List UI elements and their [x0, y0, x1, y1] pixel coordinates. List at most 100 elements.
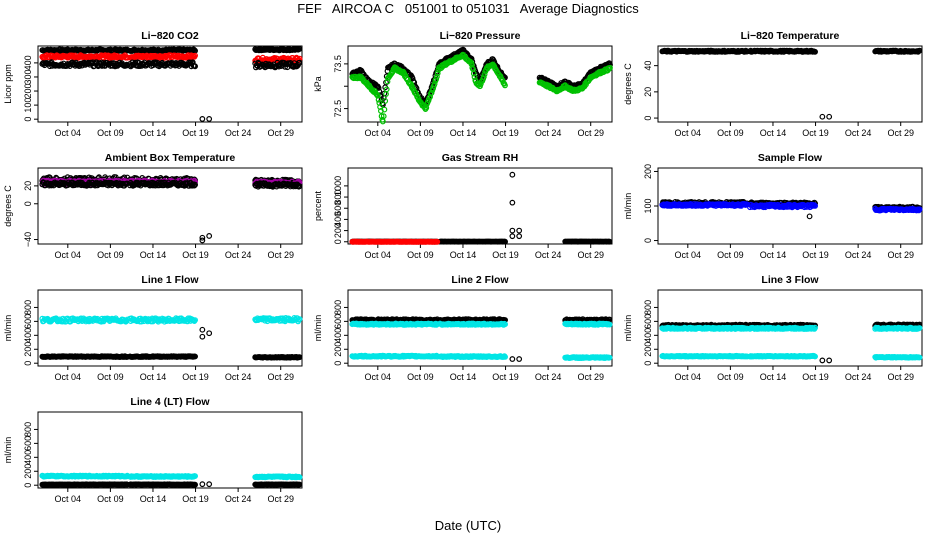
- y-tick-label: 200: [643, 164, 653, 179]
- data-series-rh-min: [349, 238, 441, 245]
- y-tick-label: 0: [643, 116, 653, 121]
- data-point: [423, 104, 430, 111]
- x-tick-label: Oct 19: [802, 250, 829, 260]
- x-tick-label: Oct 29: [577, 128, 604, 138]
- x-tick-label: Oct 04: [675, 372, 702, 382]
- data-point: [428, 90, 434, 97]
- chart-title: Gas Stream RH: [442, 152, 518, 164]
- x-tick-label: Oct 24: [225, 250, 252, 260]
- y-axis-label: ml/min: [623, 193, 633, 220]
- data-point: [375, 85, 382, 91]
- y-tick-label: 0: [643, 361, 653, 366]
- outlier-point: [206, 233, 213, 239]
- y-axis-label: ml/min: [623, 315, 633, 342]
- outlier-point: [199, 333, 206, 340]
- x-tick-label: Oct 09: [407, 128, 434, 138]
- x-tick-label: Oct 14: [760, 128, 787, 138]
- x-tick-label: Oct 29: [577, 250, 604, 260]
- x-tick-label: Oct 14: [450, 372, 477, 382]
- x-tick-label: Oct 29: [887, 250, 914, 260]
- data-series-temp: [659, 47, 923, 55]
- data-series-line1-low: [39, 353, 303, 361]
- x-tick-label: Oct 19: [182, 372, 209, 382]
- x-tick-label: Oct 24: [535, 250, 562, 260]
- data-point: [382, 98, 389, 104]
- y-tick-label: 400: [23, 328, 33, 343]
- data-series-line1: [39, 315, 303, 325]
- x-tick-label: Oct 29: [267, 128, 294, 138]
- y-tick-label: 600: [333, 314, 343, 329]
- x-tick-label: Oct 19: [182, 128, 209, 138]
- data-series-min: [39, 59, 303, 71]
- plot-frame: [347, 167, 613, 245]
- data-series-max: [39, 45, 303, 54]
- chart-title: Li−820 Temperature: [741, 30, 840, 42]
- chart-panel: Gas Stream RHpercent02004006008001000Oct…: [313, 152, 613, 260]
- outlier-point: [509, 356, 516, 362]
- outlier-point: [509, 199, 516, 206]
- data-series-line2-min: [349, 320, 613, 328]
- y-tick-label: 0: [23, 361, 33, 366]
- x-tick-label: Oct 14: [140, 372, 167, 382]
- y-axis-label: percent: [313, 190, 323, 221]
- outlier-point: [516, 227, 523, 234]
- data-point: [296, 59, 303, 66]
- x-tick-label: Oct 24: [535, 128, 562, 138]
- x-tick-label: Oct 14: [450, 250, 477, 260]
- y-tick-label: 20: [23, 181, 33, 191]
- x-tick-label: Oct 19: [182, 250, 209, 260]
- data-point: [431, 81, 438, 87]
- data-point: [414, 93, 421, 100]
- x-tick-label: Oct 19: [802, 372, 829, 382]
- data-series-min: [659, 200, 923, 214]
- x-tick-label: Oct 14: [760, 250, 787, 260]
- y-tick-label: 0: [643, 238, 653, 243]
- chart-title: Ambient Box Temperature: [105, 152, 236, 164]
- x-tick-label: Oct 14: [140, 250, 167, 260]
- y-tick-label: 800: [333, 300, 343, 315]
- outlier-point: [819, 113, 826, 120]
- y-tick-label: 100: [23, 98, 33, 113]
- data-point: [468, 61, 475, 68]
- y-tick-label: 100: [643, 198, 653, 213]
- data-point: [433, 76, 440, 83]
- y-tick-label: 200: [333, 342, 343, 357]
- y-axis-label: ml/min: [3, 315, 13, 342]
- data-point: [607, 64, 613, 71]
- data-series-min: [39, 179, 303, 190]
- y-tick-label: 0: [333, 361, 343, 366]
- data-point: [502, 82, 508, 89]
- y-tick-label: 800: [23, 300, 33, 315]
- x-tick-label: Oct 04: [55, 372, 82, 382]
- x-tick-label: Oct 29: [887, 128, 914, 138]
- data-series-line2-low: [349, 352, 613, 362]
- x-tick-label: Oct 04: [365, 250, 392, 260]
- x-tick-label: Oct 24: [225, 128, 252, 138]
- x-tick-label: Oct 24: [845, 250, 872, 260]
- outlier-point: [509, 233, 516, 240]
- x-tick-label: Oct 09: [717, 372, 744, 382]
- chart-title: Li−820 CO2: [141, 30, 199, 42]
- data-point: [192, 52, 199, 59]
- data-point: [378, 113, 385, 120]
- plot-frame: [37, 45, 303, 123]
- x-tick-label: Oct 24: [535, 372, 562, 382]
- x-tick-label: Oct 19: [492, 250, 519, 260]
- x-tick-label: Oct 09: [97, 372, 124, 382]
- outlier-point: [206, 116, 213, 122]
- x-tick-label: Oct 29: [267, 372, 294, 382]
- outlier-point: [516, 356, 523, 362]
- x-tick-label: Oct 04: [365, 372, 392, 382]
- x-tick-label: Oct 04: [55, 250, 82, 260]
- chart-title: Line 1 Flow: [141, 274, 199, 286]
- x-tick-label: Oct 19: [802, 128, 829, 138]
- outlier-point: [826, 113, 833, 120]
- plot-frame: [37, 167, 303, 245]
- y-tick-label: 400: [643, 328, 653, 343]
- outlier-point: [509, 171, 516, 178]
- chart-title: Sample Flow: [758, 152, 823, 164]
